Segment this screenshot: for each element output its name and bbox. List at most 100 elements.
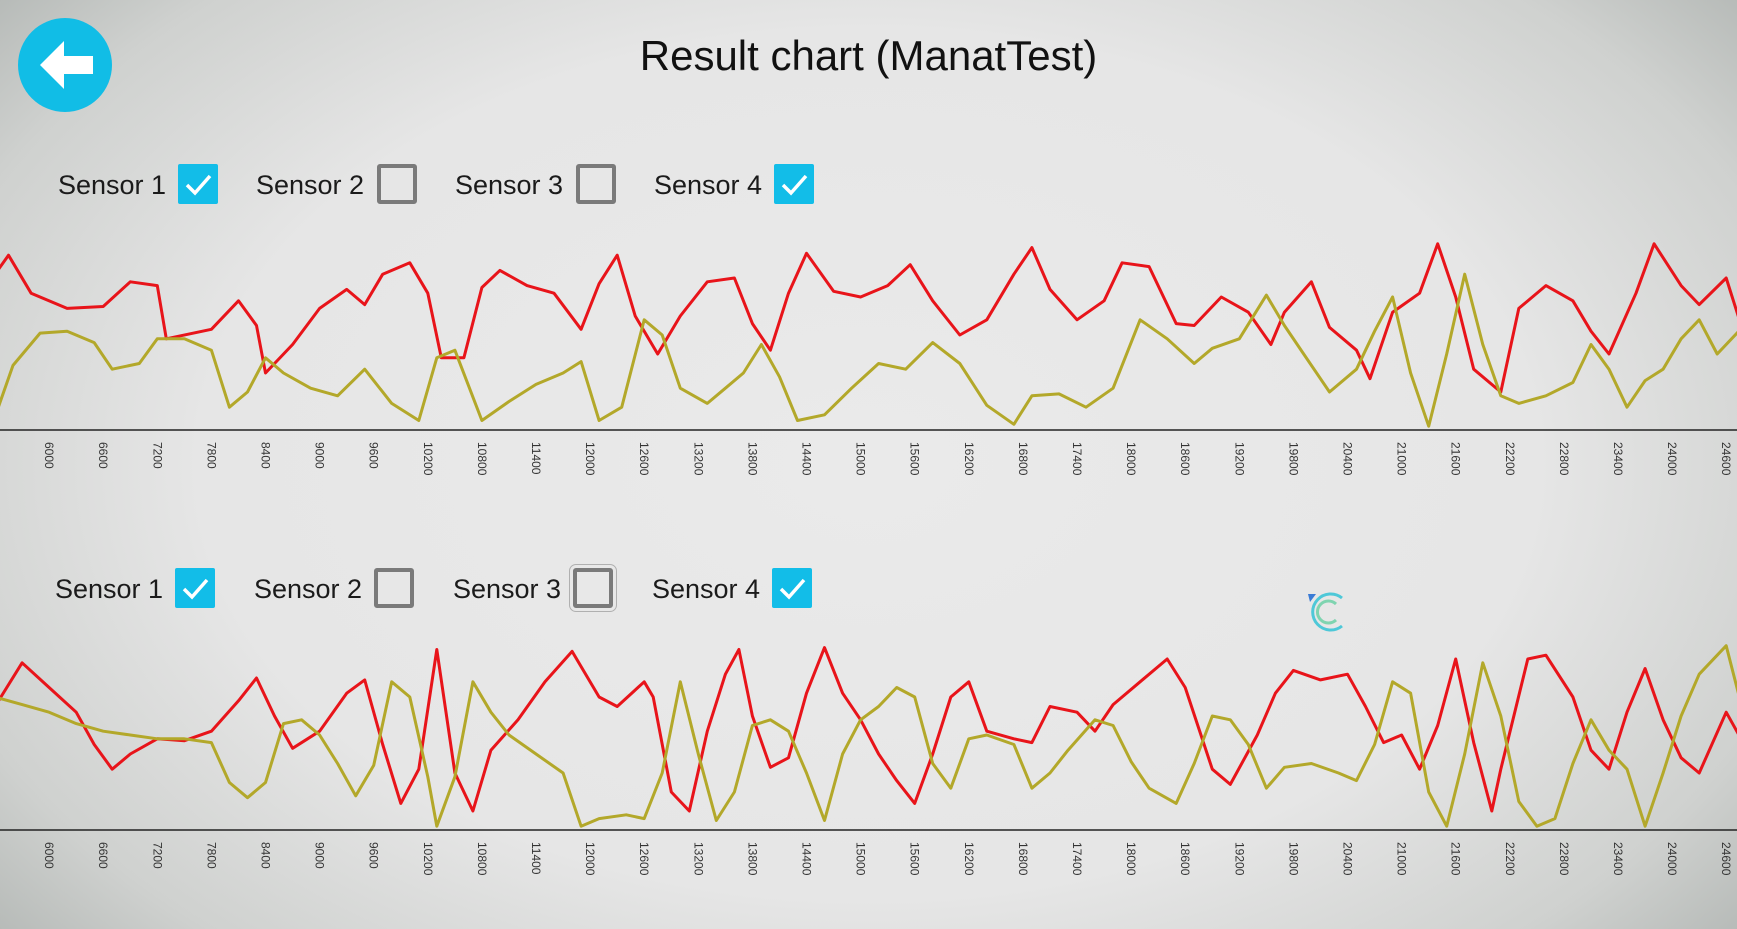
sensor-2-label: Sensor 2: [256, 170, 365, 200]
sensor-2-checkbox[interactable]: [377, 164, 417, 204]
checkmark-icon: [779, 578, 806, 600]
x-tick-label: 16800: [1016, 442, 1030, 476]
sensor-4-label: Sensor 4: [652, 574, 761, 604]
x-tick-label: 12600: [637, 442, 651, 476]
sensor-4-label: Sensor 4: [654, 170, 763, 200]
x-tick-label: 9600: [367, 442, 381, 469]
x-tick-label: 18600: [1178, 442, 1192, 476]
x-tick-label: 15000: [854, 442, 868, 476]
x-tick-label: 18600: [1178, 842, 1192, 876]
checkmark-icon: [185, 174, 212, 196]
x-tick-label: 11400: [529, 842, 543, 875]
x-tick-label: 24000: [1665, 842, 1679, 876]
x-tick-label: 10800: [475, 442, 489, 476]
app-logo-icon: [1308, 592, 1343, 632]
series-line-sensor-4: [0, 272, 1737, 428]
x-tick-label: 14400: [800, 842, 814, 876]
chart-1-plot: 5400 6000 6600 7200 7800 8400 9000 9600 10200 108…: [0, 242, 1737, 476]
checkmark-icon: [182, 578, 209, 600]
x-tick-label: 23400: [1611, 842, 1625, 876]
x-tick-label: 15000: [854, 842, 868, 876]
x-tick-label: 22800: [1557, 842, 1571, 876]
x-tick-label: 16200: [962, 842, 976, 876]
page-title: Result chart (ManatTest): [639, 32, 1098, 79]
series-line-sensor-1: [0, 242, 1737, 394]
sensor-3-label: Sensor 3: [455, 170, 564, 200]
sensor-4-checkbox[interactable]: [774, 164, 814, 204]
x-tick-label: 18000: [1124, 442, 1138, 476]
x-tick-label: 6000: [42, 842, 56, 869]
x-tick-label: 24600: [1719, 842, 1733, 876]
x-tick-label: 5400: [0, 442, 2, 469]
x-tick-label: 19200: [1232, 442, 1246, 476]
sensor-3-checkbox[interactable]: [569, 564, 617, 612]
x-tick-label: 19800: [1286, 442, 1300, 476]
x-tick-label: 19800: [1286, 842, 1300, 876]
sensor-4-checkbox[interactable]: [772, 568, 812, 608]
x-tick-label: 15600: [908, 842, 922, 876]
x-tick-label: 20400: [1341, 442, 1355, 476]
x-tick-label: 22200: [1503, 442, 1517, 476]
sensor-2-label: Sensor 2: [254, 574, 363, 604]
sensor-toggle-row-1: Sensor 1 Sensor 2 Sensor 3 Sensor 4: [0, 158, 840, 208]
x-tick-label: 13800: [745, 442, 759, 476]
x-tick-label: 6600: [96, 442, 110, 469]
x-tick-label: 8400: [259, 842, 273, 869]
x-tick-label: 10200: [421, 442, 435, 476]
x-tick-label: 7800: [204, 442, 218, 469]
x-tick-label: 7800: [204, 842, 218, 869]
x-tick-label: 17400: [1070, 842, 1084, 876]
series-line-sensor-4: [0, 644, 1737, 828]
x-tick-label: 21600: [1449, 442, 1463, 476]
x-tick-label: 13200: [691, 842, 705, 876]
sensor-2-checkbox[interactable]: [374, 568, 414, 608]
x-tick-label: 17400: [1070, 442, 1084, 476]
sensor-1-checkbox[interactable]: [178, 164, 218, 204]
x-tick-label: 16200: [962, 442, 976, 476]
series-line-sensor-1: [0, 646, 1737, 813]
arrow-left-icon: [40, 41, 93, 89]
sensor-1-checkbox[interactable]: [175, 568, 215, 608]
x-tick-label: 21000: [1395, 842, 1409, 876]
chart-2-plot: 5400 6000 6600 7200 7800 8400 9000 9600 10200 108…: [0, 644, 1737, 876]
x-tick-label: 9000: [313, 842, 327, 869]
x-tick-label: 7200: [150, 442, 164, 469]
back-button[interactable]: [18, 18, 112, 112]
x-tick-label: 5400: [0, 842, 2, 869]
x-tick-label: 10200: [421, 842, 435, 876]
checkmark-icon: [781, 174, 808, 196]
x-tick-label: 13800: [745, 842, 759, 876]
x-tick-label: 23400: [1611, 442, 1625, 476]
x-tick-label: 12000: [583, 842, 597, 876]
x-tick-label: 8400: [259, 442, 273, 469]
x-tick-label: 7200: [150, 842, 164, 869]
sensor-3-checkbox[interactable]: [576, 164, 616, 204]
x-tick-label: 18000: [1124, 842, 1138, 876]
x-tick-label: 12600: [637, 842, 651, 876]
x-tick-label: 14400: [800, 442, 814, 476]
sensor-1-label: Sensor 1: [55, 574, 164, 604]
x-tick-label: 16800: [1016, 842, 1030, 876]
x-tick-label: 20400: [1341, 842, 1355, 876]
x-tick-label: 21000: [1395, 442, 1409, 476]
sensor-toggle-row-2: Sensor 1 Sensor 2 Sensor 3 Sensor 4: [0, 562, 840, 612]
chart-2: 5400 6000 6600 7200 7800 8400 9000 9600 10200 108…: [0, 635, 1737, 880]
x-tick-label: 9600: [367, 842, 381, 869]
x-tick-label: 9000: [313, 442, 327, 469]
x-tick-label: 13200: [691, 442, 705, 476]
x-tick-label: 12000: [583, 442, 597, 476]
x-tick-label: 6600: [96, 842, 110, 869]
sensor-1-label: Sensor 1: [58, 170, 167, 200]
x-tick-label: 24600: [1719, 442, 1733, 476]
x-tick-label: 6000: [42, 442, 56, 469]
x-tick-label: 21600: [1449, 842, 1463, 876]
x-tick-label: 11400: [529, 442, 543, 475]
x-tick-label: 24000: [1665, 442, 1679, 476]
sensor-3-label: Sensor 3: [453, 574, 562, 604]
chart-1: 5400 6000 6600 7200 7800 8400 9000 9600 10200 108…: [0, 235, 1737, 480]
x-tick-label: 19200: [1232, 842, 1246, 876]
x-tick-label: 22800: [1557, 442, 1571, 476]
x-tick-label: 22200: [1503, 842, 1517, 876]
x-tick-label: 10800: [475, 842, 489, 876]
x-tick-label: 15600: [908, 442, 922, 476]
